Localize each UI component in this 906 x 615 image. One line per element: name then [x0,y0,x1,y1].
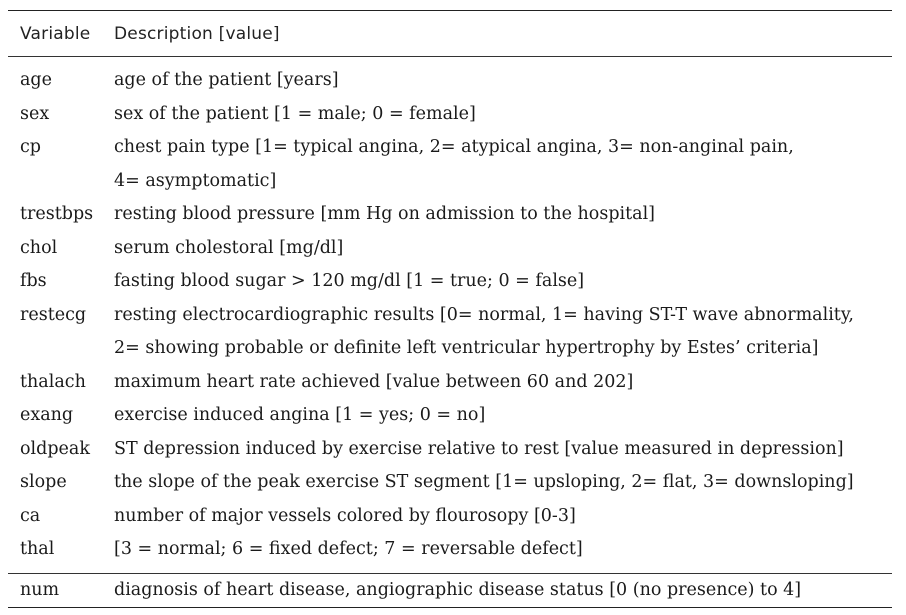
table-bottom-rule [8,606,892,608]
table-row: chol serum cholestoral [mg/dl] [8,232,892,266]
variable-table: Variable Description [value] age age of t… [8,10,892,608]
description-line: resting blood pressure [mm Hg on admissi… [114,204,656,224]
table-footer-rule [8,572,892,574]
variable-name: exang [20,405,74,425]
variable-description: serum cholestoral [mg/dl] [114,232,892,266]
table-row: fbs fasting blood sugar > 120 mg/dl [1 = … [8,265,892,299]
variable-description: sex of the patient [1 = male; 0 = female… [114,98,892,132]
description-line: ST depression induced by exercise relati… [114,438,844,459]
variable-description: age of the patient [years] [114,64,892,98]
description-line: fasting blood sugar > 120 mg/dl [1 = tru… [114,271,585,291]
table-body: age age of the patient [years] sex sex of t… [8,57,892,573]
description-line: maximum heart rate achieved [value betwe… [114,371,634,392]
variable-name: thal [20,539,55,559]
table-footer-row: num diagnosis of heart disease, angiogra… [8,574,892,607]
variable-description: number of major vessels colored by flour… [114,500,892,534]
table-row: age age of the patient [years] [8,64,892,98]
table-row: thal [3 = normal; 6 = fixed defect; 7 = r… [8,533,892,567]
variable-name: sex [20,103,50,124]
table-top-rule [8,10,892,11]
description-line: exercise induced angina [1 = yes; 0 = no… [114,405,486,425]
description-line: [3 = normal; 6 = fixed defect; 7 = rever… [114,539,583,559]
description-line: 4= asymptomatic] [114,170,277,191]
table-header-row: Variable Description [value] [8,11,892,56]
description-line: serum cholestoral [mg/dl] [114,237,344,258]
table-row: exang exercise induced angina [1 = yes; 0… [8,399,892,433]
table-row: oldpeak ST depression induced by exercise… [8,433,892,467]
table-row: thalach maximum heart rate achieved [valu… [8,366,892,400]
description-line: sex of the patient [1 = male; 0 = female… [114,103,476,124]
table-row: ca number of major vessels colored by flo… [8,500,892,534]
variable-description: maximum heart rate achieved [value betwe… [114,366,892,400]
variable-name: restecg [20,304,87,325]
footer-variable: num [20,580,60,600]
variable-name: ca [20,505,41,526]
table-row: slope the slope of the peak exercise ST s… [8,466,892,500]
variable-description: resting blood pressure [mm Hg on admissi… [114,198,892,232]
description-line: 2= showing probable or definite left ven… [114,338,819,358]
description-line: chest pain type [1= typical angina, 2= a… [114,137,794,157]
header-variable: Variable [20,23,91,44]
variable-name: trestbps [20,204,94,224]
variable-description: ST depression induced by exercise relati… [114,433,892,467]
variable-description: [3 = normal; 6 = fixed defect; 7 = rever… [114,533,892,567]
description-line: resting electrocardiographic results [0=… [114,304,854,325]
variable-description: exercise induced angina [1 = yes; 0 = no… [114,399,892,433]
table-row: restecg resting electrocardiographic resu… [8,299,892,366]
variable-description: the slope of the peak exercise ST segmen… [114,466,892,500]
description-line: the slope of the peak exercise ST segmen… [114,472,854,492]
variable-description: fasting blood sugar > 120 mg/dl [1 = tru… [114,265,892,299]
description-line: number of major vessels colored by flour… [114,505,576,526]
table-row: trestbps resting blood pressure [mm Hg on… [8,198,892,232]
variable-name: fbs [20,271,47,291]
table-row: cp chest pain type [1= typical angina, 2=… [8,131,892,198]
header-description: Description [value] [114,23,280,44]
variable-name: chol [20,237,58,258]
variable-description: chest pain type [1= typical angina, 2= a… [114,131,892,198]
variable-name: cp [20,137,42,157]
variable-name: slope [20,472,67,492]
description-line: age of the patient [years] [114,70,339,90]
variable-name: oldpeak [20,438,90,459]
variable-name: age [20,70,52,90]
variable-description: resting electrocardiographic results [0=… [114,299,892,366]
footer-description: diagnosis of heart disease, angiographic… [114,580,802,600]
table-header-rule [8,56,892,57]
variable-name: thalach [20,371,86,392]
table-row: sex sex of the patient [1 = male; 0 = fem… [8,98,892,132]
